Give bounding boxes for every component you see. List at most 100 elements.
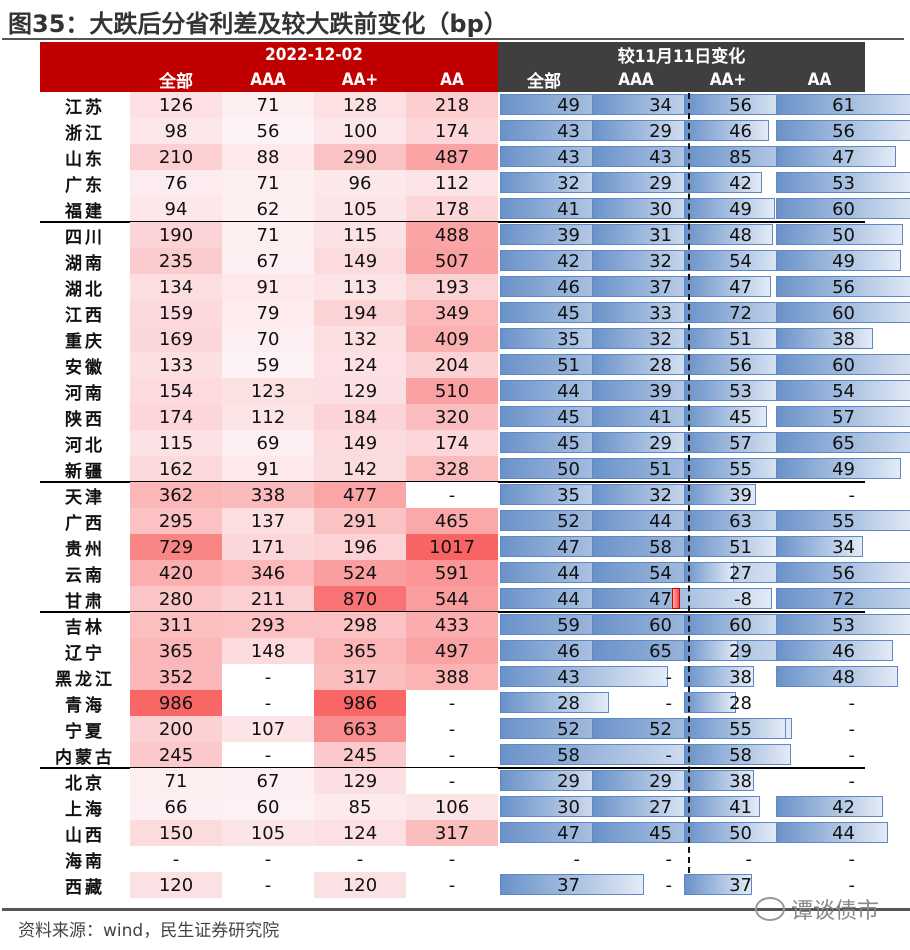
change-bar	[776, 354, 910, 375]
change-value: 56	[729, 94, 752, 116]
table-row: 广东 76 71 96 112 32 29 42 53	[40, 170, 910, 196]
change-cell: -	[590, 872, 682, 898]
change-value: 43	[557, 666, 580, 688]
change-bar	[776, 406, 910, 427]
spread-cell: 349	[406, 300, 498, 326]
change-value: 49	[729, 198, 752, 220]
change-cell: 45	[498, 404, 676, 430]
change-bar	[776, 302, 910, 323]
change-bar	[684, 562, 734, 583]
spread-cell: 71	[222, 222, 314, 248]
spread-cell: 465	[406, 508, 498, 534]
change-cell: -	[498, 846, 590, 872]
change-bar	[776, 822, 888, 843]
change-value: 46	[557, 276, 580, 298]
change-value: 37	[557, 874, 580, 896]
spread-cell: 245	[314, 742, 406, 768]
header-chg-aaa: AAA	[590, 67, 682, 92]
header-col-aaa: AAA	[222, 67, 314, 92]
change-value: 49	[832, 250, 855, 272]
province-name: 安徽	[65, 357, 105, 378]
change-cell: 54	[682, 248, 784, 274]
change-value: 27	[729, 562, 752, 584]
change-value: 58	[557, 744, 580, 766]
spread-cell: 115	[314, 222, 406, 248]
header-chg-aaplus: AA+	[682, 67, 774, 92]
spread-cell: 433	[406, 612, 498, 638]
change-bar	[684, 484, 757, 505]
change-cell: 32	[590, 482, 714, 508]
change-cell: 41	[498, 196, 660, 222]
table-row: 安徽 133 59 124 204 51 28 56 60	[40, 352, 910, 378]
change-cell: -	[590, 664, 682, 690]
change-value: 52	[649, 718, 672, 740]
header-province-blank	[40, 67, 130, 92]
spread-cell: 194	[314, 300, 406, 326]
change-cell: 51	[682, 534, 779, 560]
change-cell: 51	[682, 326, 779, 352]
change-cell: 57	[774, 404, 910, 430]
change-bar	[776, 94, 910, 115]
change-cell: 58	[498, 742, 727, 768]
spread-cell: 178	[406, 196, 498, 222]
change-value: 50	[729, 822, 752, 844]
watermark: 谭谈债市	[755, 893, 879, 925]
change-value: 41	[649, 406, 672, 428]
spread-cell: 71	[222, 170, 314, 196]
change-cell: 46	[498, 274, 680, 300]
bottom-divider	[2, 908, 910, 911]
spread-cell: 120	[130, 872, 222, 898]
spread-table: 2022-12-02 较11月11日变化 全部 AAA AA+ AA 全部 AA…	[40, 42, 910, 898]
change-cell: 30	[498, 794, 617, 820]
spread-cell: 204	[406, 352, 498, 378]
change-value: 47	[557, 822, 580, 844]
change-cell: 39	[682, 482, 774, 508]
change-cell: 49	[774, 248, 901, 274]
watermark-text: 谭谈债市	[791, 899, 880, 924]
change-bar	[500, 692, 610, 713]
change-value: 47	[832, 146, 855, 168]
table-row: 浙江 98 56 100 174 43 29 46 56	[40, 118, 910, 144]
spread-cell: 477	[314, 482, 406, 508]
change-cell: 43	[498, 664, 668, 690]
spread-cell: 148	[222, 638, 314, 664]
province-name: 河北	[65, 435, 105, 456]
change-cell: 55	[682, 716, 786, 742]
change-value: 45	[557, 406, 580, 428]
change-bar	[776, 146, 896, 167]
change-value: 34	[649, 94, 672, 116]
table-row: 西藏 120-120-37-37-	[40, 872, 865, 898]
change-value: 39	[649, 380, 672, 402]
change-value: 45	[649, 822, 672, 844]
change-value: 65	[649, 640, 672, 662]
change-cell: 34	[774, 534, 865, 560]
spread-cell: 986	[314, 690, 406, 716]
spread-cell: 67	[222, 248, 314, 274]
change-cell: 29	[682, 638, 774, 664]
change-value: 55	[832, 510, 855, 532]
change-cell: 51	[590, 456, 788, 482]
spread-cell: -	[406, 742, 498, 768]
province-name: 新疆	[65, 461, 105, 482]
change-value: 27	[649, 796, 672, 818]
province-name: 上海	[65, 799, 105, 820]
change-bar	[776, 380, 910, 401]
spread-cell: 510	[406, 378, 498, 404]
change-value: 60	[832, 198, 855, 220]
spread-cell: 184	[314, 404, 406, 430]
province-name: 浙江	[65, 123, 105, 144]
change-bar	[776, 120, 910, 141]
spread-cell: 62	[222, 196, 314, 222]
change-cell: -	[774, 482, 865, 508]
spread-cell: 317	[406, 820, 498, 846]
spread-cell: 362	[130, 482, 222, 508]
change-value: 58	[729, 744, 752, 766]
table-row: 陕西 174 112 184 320 45 41 45 57	[40, 404, 910, 430]
change-cell: 39	[590, 378, 742, 404]
change-cell: 41	[682, 794, 774, 820]
change-value: 45	[729, 406, 752, 428]
change-value: 32	[649, 250, 672, 272]
change-value: -	[848, 718, 856, 740]
change-value: 48	[832, 666, 855, 688]
change-value: 42	[832, 796, 855, 818]
